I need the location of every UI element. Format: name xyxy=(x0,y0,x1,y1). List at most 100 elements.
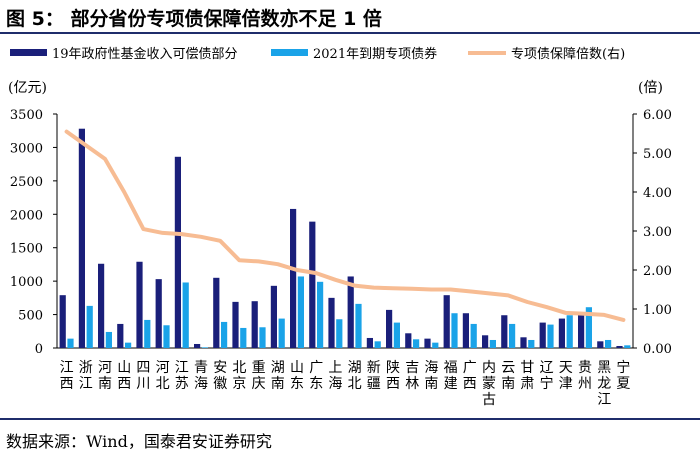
bar-fund-income xyxy=(482,335,489,348)
x-tick-label: 云南 xyxy=(501,360,515,392)
bar-maturing-bonds xyxy=(144,319,151,348)
bar-fund-income xyxy=(366,337,373,348)
bar-fund-income xyxy=(194,343,201,348)
x-tick-label: 安徽 xyxy=(213,360,227,392)
bar-fund-income xyxy=(251,301,258,348)
bar-fund-income xyxy=(539,322,546,348)
bar-fund-income xyxy=(616,345,623,348)
bar-fund-income xyxy=(213,277,220,348)
bar-maturing-bonds xyxy=(374,341,381,348)
footer-divider xyxy=(0,418,700,420)
legend-swatch-fund-income xyxy=(10,49,47,56)
bar-maturing-bonds xyxy=(470,323,477,348)
x-tick-label: 青海 xyxy=(194,360,208,392)
bar-maturing-bonds xyxy=(221,321,228,348)
title-bar: 图 5： 部分省份专项债保障倍数亦不足 1 倍 xyxy=(0,0,700,34)
x-tick-label: 天津 xyxy=(559,360,573,392)
y-tick-label-right: 4.00 xyxy=(643,186,672,201)
bar-fund-income xyxy=(520,337,527,348)
source-note: 数据来源：Wind，国泰君安证券研究 xyxy=(6,432,272,451)
bar-maturing-bonds xyxy=(566,315,573,348)
x-tick-label: 辽宁 xyxy=(540,360,554,392)
y-tick-label-right: 5.00 xyxy=(643,147,672,162)
bar-maturing-bonds xyxy=(336,319,343,348)
bar-fund-income xyxy=(232,301,239,348)
bar-fund-income xyxy=(98,263,105,348)
y-tick-label-left: 1000 xyxy=(10,275,43,290)
y-tick-label-left: 0 xyxy=(35,342,43,357)
bar-fund-income xyxy=(405,333,412,348)
x-tick-label: 陕西 xyxy=(386,360,400,392)
x-tick-label: 吉林 xyxy=(405,360,419,392)
y-tick-label-right: 1.00 xyxy=(643,303,672,318)
bar-fund-income xyxy=(328,297,335,348)
y-tick-label-right: 3.00 xyxy=(643,225,672,240)
bar-maturing-bonds xyxy=(163,325,170,348)
x-tick-label: 河南 xyxy=(98,360,112,392)
x-tick-label: 海南 xyxy=(424,360,438,392)
x-tick-label: 宁夏 xyxy=(616,359,630,392)
bar-maturing-bonds xyxy=(86,305,93,348)
bar-fund-income xyxy=(462,313,469,348)
x-tick-label: 河北 xyxy=(156,360,170,392)
bar-maturing-bonds xyxy=(297,276,304,348)
x-tick-label: 山东 xyxy=(290,360,304,392)
bar-fund-income xyxy=(309,221,316,348)
y-tick-label-left: 2000 xyxy=(10,208,43,223)
x-tick-label: 上海 xyxy=(328,360,342,392)
bar-fund-income xyxy=(347,276,354,348)
y-tick-label-left: 1500 xyxy=(10,242,43,257)
y-tick-label-left: 2500 xyxy=(10,175,43,190)
figure-title: 图 5： 部分省份专项债保障倍数亦不足 1 倍 xyxy=(6,8,382,30)
legend-label-fund-income: 19年政府性基金收入可偿债部分 xyxy=(52,46,238,62)
bar-maturing-bonds xyxy=(432,342,439,348)
bar-fund-income xyxy=(386,309,393,348)
line-coverage-ratio xyxy=(64,129,626,322)
y-axis-right-unit: (倍) xyxy=(638,80,663,96)
x-tick-label: 内蒙古 xyxy=(482,360,496,408)
bar-maturing-bonds xyxy=(489,339,496,348)
x-tick-label: 湖南 xyxy=(271,360,285,392)
bar-maturing-bonds xyxy=(182,282,189,348)
bar-maturing-bonds xyxy=(67,338,74,348)
y-tick-label-right: 6.00 xyxy=(643,108,672,123)
bar-fund-income xyxy=(174,156,181,348)
x-tick-label: 甘肃 xyxy=(520,360,534,392)
bar-maturing-bonds xyxy=(547,324,554,348)
legend-label-maturing-bonds: 2021年到期专项债券 xyxy=(313,46,437,62)
bar-maturing-bonds xyxy=(451,313,458,348)
x-tick-label: 北京 xyxy=(232,360,246,392)
legend-label-coverage-ratio: 专项债保障倍数(右) xyxy=(511,47,625,62)
bar-fund-income xyxy=(558,318,565,348)
x-tick-label: 浙江 xyxy=(79,360,93,392)
y-tick-label-right: 2.00 xyxy=(643,264,672,279)
bar-maturing-bonds xyxy=(509,323,516,348)
y-axis-left-unit: (亿元) xyxy=(8,80,47,96)
x-tick-label: 江苏 xyxy=(175,360,189,392)
bar-fund-income xyxy=(290,208,297,348)
bar-fund-income xyxy=(597,341,604,348)
x-tick-label: 江西 xyxy=(60,360,74,392)
y-tick-label-right: 0.00 xyxy=(643,342,672,357)
bar-maturing-bonds xyxy=(240,327,247,348)
bar-maturing-bonds xyxy=(125,342,132,348)
bar-maturing-bonds xyxy=(355,303,362,348)
bar-maturing-bonds xyxy=(105,331,112,348)
y-tick-label-left: 3500 xyxy=(10,108,43,123)
bar-fund-income xyxy=(78,128,85,348)
bar-maturing-bonds xyxy=(605,339,612,348)
x-tick-label: 重庆 xyxy=(252,360,266,392)
bar-fund-income xyxy=(117,323,124,348)
x-tick-label: 黑龙江 xyxy=(597,360,611,408)
bar-maturing-bonds xyxy=(413,339,420,348)
bar-maturing-bonds xyxy=(528,339,535,348)
bar-maturing-bonds xyxy=(393,322,400,348)
bar-maturing-bonds xyxy=(585,307,592,348)
bar-fund-income xyxy=(270,285,277,348)
x-tick-label: 四川 xyxy=(136,360,150,392)
y-tick-label-left: 500 xyxy=(18,309,43,324)
bar-maturing-bonds xyxy=(624,345,631,348)
bar-fund-income xyxy=(155,279,162,348)
bar-maturing-bonds xyxy=(201,347,208,348)
bar-fund-income xyxy=(501,315,508,348)
